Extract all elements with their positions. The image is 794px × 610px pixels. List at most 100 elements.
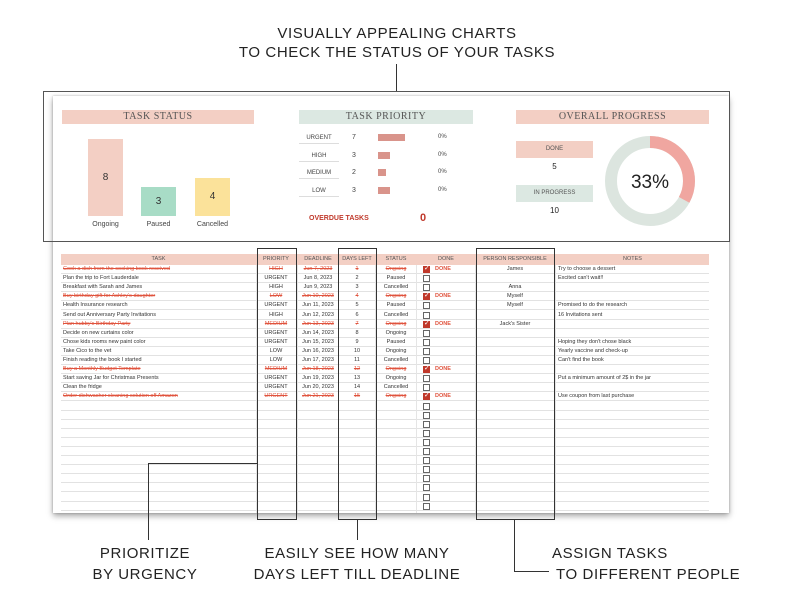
cell-status: Paused xyxy=(386,275,406,282)
cell-deadline: Jun 9, 2023 xyxy=(303,284,333,291)
cell-done-label: DONE xyxy=(435,366,451,373)
cell-days: 13 xyxy=(353,375,361,382)
deadline-callout-line-2: DAYS LEFT TILL DEADLINE xyxy=(253,566,461,583)
task-priority-title: TASK PRIORITY xyxy=(299,110,473,124)
done-checkbox[interactable] xyxy=(423,284,430,292)
done-checkbox[interactable] xyxy=(423,402,430,410)
done-checkbox[interactable] xyxy=(423,420,430,428)
table-row: Take Cico to the vet LOW Jun 16, 2023 10 Ong… xyxy=(61,347,709,356)
cell-priority: HIGH xyxy=(269,284,283,291)
done-checkbox[interactable] xyxy=(423,275,430,283)
table-row xyxy=(61,502,709,511)
deadline-pointer xyxy=(357,520,358,540)
deadline-callout-line-1: EASILY SEE HOW MANY xyxy=(264,545,450,562)
assign-callout: ASSIGN TASKS TO DIFFERENT PEOPLE xyxy=(552,543,762,585)
cell-notes: Promised to do the research xyxy=(558,302,628,309)
done-checkbox[interactable] xyxy=(423,311,430,319)
cell-priority: LOW xyxy=(269,357,283,363)
done-checkbox[interactable] xyxy=(423,438,430,446)
header-done: DONE xyxy=(438,256,454,262)
status-bar-cancelled: 4 xyxy=(195,177,230,216)
cell-done-label: DONE xyxy=(435,393,451,400)
cell-status: Ongoing xyxy=(385,320,407,327)
cell-priority: LOW xyxy=(269,347,283,354)
done-checkbox[interactable] xyxy=(423,502,430,510)
priority-percent: 0% xyxy=(438,169,447,175)
cell-priority: URGENT xyxy=(264,393,288,400)
table-row xyxy=(61,447,709,457)
done-checkbox[interactable] xyxy=(423,411,430,419)
done-checkbox[interactable] xyxy=(423,319,430,328)
table-row: Plan hubby's Birthday Party MEDIUM Jun 13,… xyxy=(61,319,709,329)
priority-bar xyxy=(378,186,390,194)
table-row: Buy birthday gift for Ashley's daughter L… xyxy=(61,291,709,302)
priority-count: 3 xyxy=(352,151,356,159)
cell-deadline: Jun 21, 2023 xyxy=(302,393,334,400)
cell-deadline: Jun 13, 2023 xyxy=(302,320,334,327)
done-checkbox[interactable] xyxy=(423,375,430,383)
task-status-title: TASK STATUS xyxy=(62,110,254,124)
done-checkbox[interactable] xyxy=(423,264,430,273)
header-days-left: DAYS LEFT xyxy=(342,256,372,262)
done-checkbox[interactable] xyxy=(423,329,430,337)
done-checkbox[interactable] xyxy=(423,484,430,492)
status-bar-label: Cancelled xyxy=(196,221,229,228)
cell-task: Buy a Monthly Budget Template xyxy=(63,366,141,373)
done-checkbox[interactable] xyxy=(423,364,430,374)
cell-task: Finish reading the book I started xyxy=(63,357,142,363)
cell-notes: Try to choose a dessert xyxy=(558,266,616,272)
priority-percent: 0% xyxy=(438,134,447,140)
done-checkbox[interactable] xyxy=(423,493,430,501)
done-checkbox[interactable] xyxy=(423,347,430,355)
done-checkbox[interactable] xyxy=(423,448,430,455)
done-checkbox[interactable] xyxy=(423,391,430,401)
done-checkbox[interactable] xyxy=(423,338,430,346)
column-divider xyxy=(297,265,298,513)
done-checkbox[interactable] xyxy=(423,291,430,301)
cell-status: Ongoing xyxy=(385,293,407,300)
in-progress-label: IN PROGRESS xyxy=(516,185,593,202)
priority-count: 2 xyxy=(352,169,356,176)
table-row xyxy=(61,429,709,438)
cell-person: Myself xyxy=(507,293,523,300)
in-progress-value: 10 xyxy=(550,206,559,215)
done-value: 5 xyxy=(552,162,557,171)
cell-status: Ongoing xyxy=(385,266,407,272)
status-bar-ongoing: 8 xyxy=(88,139,123,216)
progress-donut-chart: 33% xyxy=(605,136,695,226)
cell-status: Ongoing xyxy=(385,375,407,382)
status-bar-label: Paused xyxy=(146,221,171,228)
cell-priority: URGENT xyxy=(264,275,288,282)
status-bar-value: 8 xyxy=(102,172,109,184)
overdue-tasks-label: OVERDUE TASKS xyxy=(309,215,369,222)
headline-line-1: VISUALLY APPEALING CHARTS xyxy=(277,25,517,42)
cell-days: 7 xyxy=(355,320,359,327)
done-checkbox[interactable] xyxy=(423,384,430,392)
cell-task: Order dishwasher cleaning solution off A… xyxy=(63,393,178,400)
assign-callout-line-1: ASSIGN TASKS xyxy=(552,545,668,562)
cell-days: 6 xyxy=(355,311,359,318)
header-person: PERSON RESPONSIBLE xyxy=(483,256,547,262)
done-checkbox[interactable] xyxy=(423,429,430,437)
table-row xyxy=(61,456,709,466)
priority-row-urgent: URGENT 7 0% xyxy=(299,133,469,145)
cell-notes: Yearly vaccine and check-up xyxy=(558,347,628,354)
table-row: Decide on new curtains color URGENT Jun 14… xyxy=(61,329,709,338)
done-checkbox[interactable] xyxy=(423,466,430,474)
cell-task: Cook a dish from the cooking book receiv… xyxy=(63,266,171,272)
cell-days: 2 xyxy=(355,275,359,282)
cell-deadline: Jun 11, 2023 xyxy=(302,302,334,309)
cell-status: Cancelled xyxy=(383,284,409,291)
table-row xyxy=(61,474,709,484)
assign-pointer xyxy=(514,520,515,572)
cell-done-label: DONE xyxy=(435,320,451,327)
done-label: DONE xyxy=(516,141,593,158)
table-row xyxy=(61,465,709,475)
done-checkbox[interactable] xyxy=(423,302,430,310)
done-checkbox[interactable] xyxy=(423,475,430,483)
done-checkbox[interactable] xyxy=(423,357,430,364)
table-row: Plan the trip to Fort Lauderdale URGENT Ju… xyxy=(61,274,709,284)
done-checkbox[interactable] xyxy=(423,457,430,465)
urgency-callout: PRIORITIZE BY URGENCY xyxy=(75,543,215,585)
cell-task: Send out Anniversary Party Invitations xyxy=(63,311,156,318)
